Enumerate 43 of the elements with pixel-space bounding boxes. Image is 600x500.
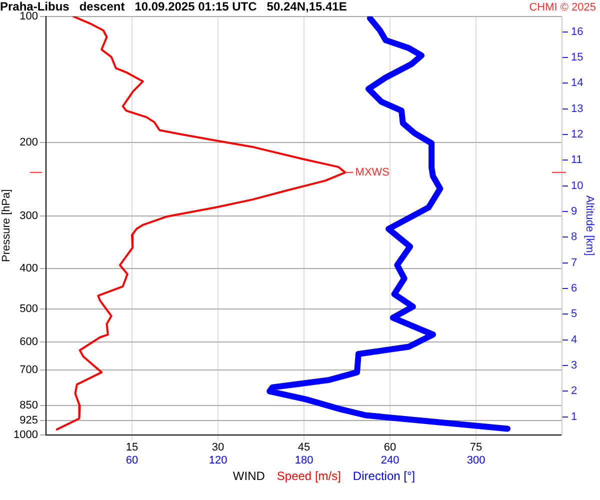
y-tick-label: 300 <box>20 210 38 222</box>
y-tick-label: 850 <box>20 399 38 412</box>
x-tick-label: 45 <box>298 441 310 454</box>
y2-tick-label: 4 <box>571 334 578 346</box>
x2-tick-label: 180 <box>294 454 314 466</box>
y2-tick-label: 16 <box>571 26 584 38</box>
x2-tick-label: 240 <box>380 454 400 466</box>
text: Direction [°] <box>352 469 416 484</box>
y2-tick-label: 1 <box>571 410 578 423</box>
y-axis-title: Pressure [hPa] <box>0 189 13 262</box>
y2-tick-label: 11 <box>571 154 582 166</box>
y2-tick-label: 10 <box>571 180 584 192</box>
x2-tick-label: 120 <box>208 454 228 466</box>
y2-tick-label: 13 <box>571 102 584 115</box>
x-tick-label: 60 <box>384 441 396 454</box>
y-tick-label: 400 <box>20 262 38 274</box>
annotation: MXWS <box>355 166 390 178</box>
y2-tick-label: 5 <box>571 308 578 320</box>
y2-tick-label: 15 <box>571 52 584 64</box>
text: Speed [m/s] <box>276 469 341 484</box>
y-tick-label: 600 <box>20 336 38 348</box>
x2-tick-label: 60 <box>126 454 138 466</box>
y2-tick-label: 7 <box>571 256 578 269</box>
x-tick-label: 15 <box>126 441 138 454</box>
y-tick-label: 200 <box>20 136 38 148</box>
x-axis-title: WIND <box>232 469 266 484</box>
y-tick-label: 1000 <box>14 428 38 441</box>
y2-tick-label: 9 <box>571 206 578 218</box>
y2-axis-title: Altitude [km] <box>583 195 596 256</box>
y2-tick-label: 3 <box>571 360 578 372</box>
y-tick-label: 925 <box>20 414 38 427</box>
y2-tick-label: 6 <box>571 282 578 295</box>
y-tick-label: 700 <box>20 364 38 376</box>
x-tick-label: 30 <box>212 441 224 454</box>
x2-tick-label: 300 <box>466 454 486 466</box>
y2-tick-label: 2 <box>571 385 578 398</box>
y2-tick-label: 14 <box>571 77 584 90</box>
x-tick-label: 75 <box>470 441 482 454</box>
y2-tick-label: 12 <box>571 128 584 141</box>
y-tick-label: 100 <box>20 10 38 22</box>
y2-tick-label: 8 <box>571 231 578 244</box>
y-tick-label: 500 <box>20 302 38 315</box>
text: CHMI © 2025 <box>529 2 596 14</box>
